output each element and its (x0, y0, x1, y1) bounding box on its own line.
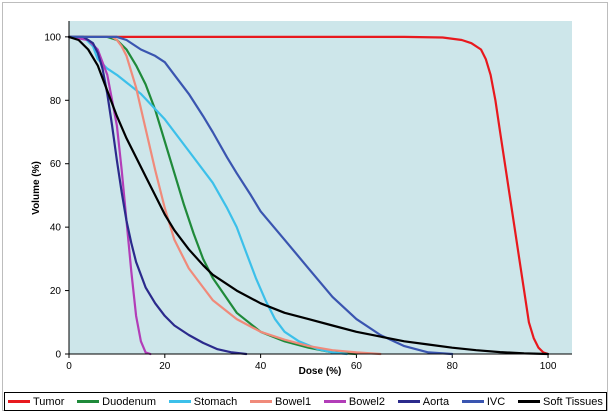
legend-swatch (8, 400, 30, 403)
legend-item-aorta: Aorta (397, 395, 450, 408)
legend-label: Stomach (193, 395, 238, 408)
y-axis-ticks: 0 20 40 60 80 100 (44, 32, 69, 361)
y-tick-label: 0 (55, 350, 61, 361)
legend-label: Bowel1 (275, 395, 312, 408)
x-axis-title: Dose (%) (299, 366, 342, 377)
series-lines (67, 35, 550, 356)
legend-swatch (77, 400, 100, 403)
y-tick-label: 80 (50, 96, 62, 107)
legend-swatch (250, 400, 273, 403)
x-tick-label: 0 (66, 361, 72, 372)
x-tick-label: 80 (447, 361, 459, 372)
legend-label: Bowel2 (348, 395, 385, 408)
legend-label: Tumor (33, 395, 65, 408)
y-tick-label: 40 (50, 223, 62, 234)
legend-label: Duodenum (102, 395, 156, 408)
legend-label: Aorta (422, 395, 450, 408)
legend-item-bowel2: Bowel2 (323, 395, 385, 408)
x-tick-label: 20 (159, 361, 171, 372)
x-tick-label: 60 (351, 361, 363, 372)
legend-swatch (461, 400, 484, 403)
x-tick-label: 40 (255, 361, 267, 372)
y-tick-label: 60 (50, 159, 62, 170)
legend-swatch (323, 400, 346, 403)
y-tick-label: 20 (50, 286, 62, 297)
dvh-chart: 0 20 40 60 80 100 0 20 40 60 80 100 Dose (%) Volum… (31, 21, 572, 377)
legend-item-soft-tissues: Soft Tissues (518, 396, 603, 408)
legend-swatch (168, 400, 191, 403)
y-tick-label: 100 (44, 32, 61, 43)
series-line-bowel1 (67, 35, 382, 356)
legend-label: IVC (486, 395, 506, 408)
series-line-soft-tissues (67, 35, 550, 356)
legend-label: Soft Tissues (543, 395, 603, 408)
legend-item-bowel1: Bowel1 (250, 396, 311, 408)
series-line-ivc (67, 35, 454, 356)
x-tick-label: 100 (540, 361, 557, 372)
x-axis-ticks: 0 20 40 60 80 100 (66, 354, 557, 372)
legend-swatch (397, 400, 420, 403)
legend-item-tumor: Tumor (8, 396, 64, 408)
legend: Tumor Duodenum Stomach Bowel1 Bowel2 Aorta IVC… (4, 392, 607, 411)
series-line-tumor (67, 35, 550, 356)
legend-swatch (518, 400, 540, 403)
plot-area (69, 21, 572, 354)
y-axis-title: Volume (%) (31, 161, 42, 215)
series-line-aorta (67, 35, 248, 356)
legend-item-stomach: Stomach (168, 395, 238, 408)
legend-item-ivc: IVC (461, 395, 506, 408)
legend-item-duodenum: Duodenum (77, 396, 156, 408)
